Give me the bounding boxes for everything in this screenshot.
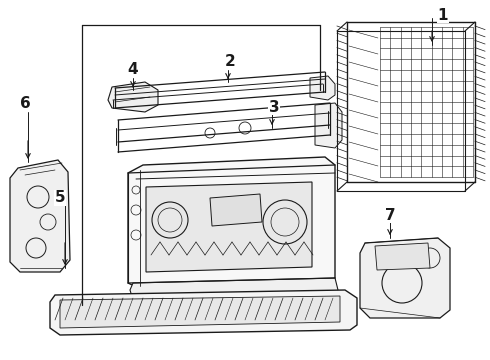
Polygon shape: [146, 182, 312, 272]
Text: 1: 1: [438, 8, 448, 22]
Polygon shape: [210, 194, 262, 226]
Polygon shape: [108, 82, 158, 112]
Text: 3: 3: [269, 99, 279, 114]
Polygon shape: [10, 160, 70, 272]
Polygon shape: [360, 238, 450, 318]
Polygon shape: [128, 157, 335, 290]
Text: 7: 7: [385, 207, 395, 222]
Text: 2: 2: [224, 54, 235, 69]
Polygon shape: [375, 243, 430, 270]
Text: 6: 6: [20, 95, 30, 111]
Polygon shape: [50, 290, 357, 335]
Polygon shape: [60, 296, 340, 328]
Polygon shape: [315, 103, 342, 148]
Polygon shape: [130, 278, 338, 300]
Text: 4: 4: [128, 63, 138, 77]
Polygon shape: [310, 76, 335, 100]
Text: 5: 5: [55, 190, 65, 206]
